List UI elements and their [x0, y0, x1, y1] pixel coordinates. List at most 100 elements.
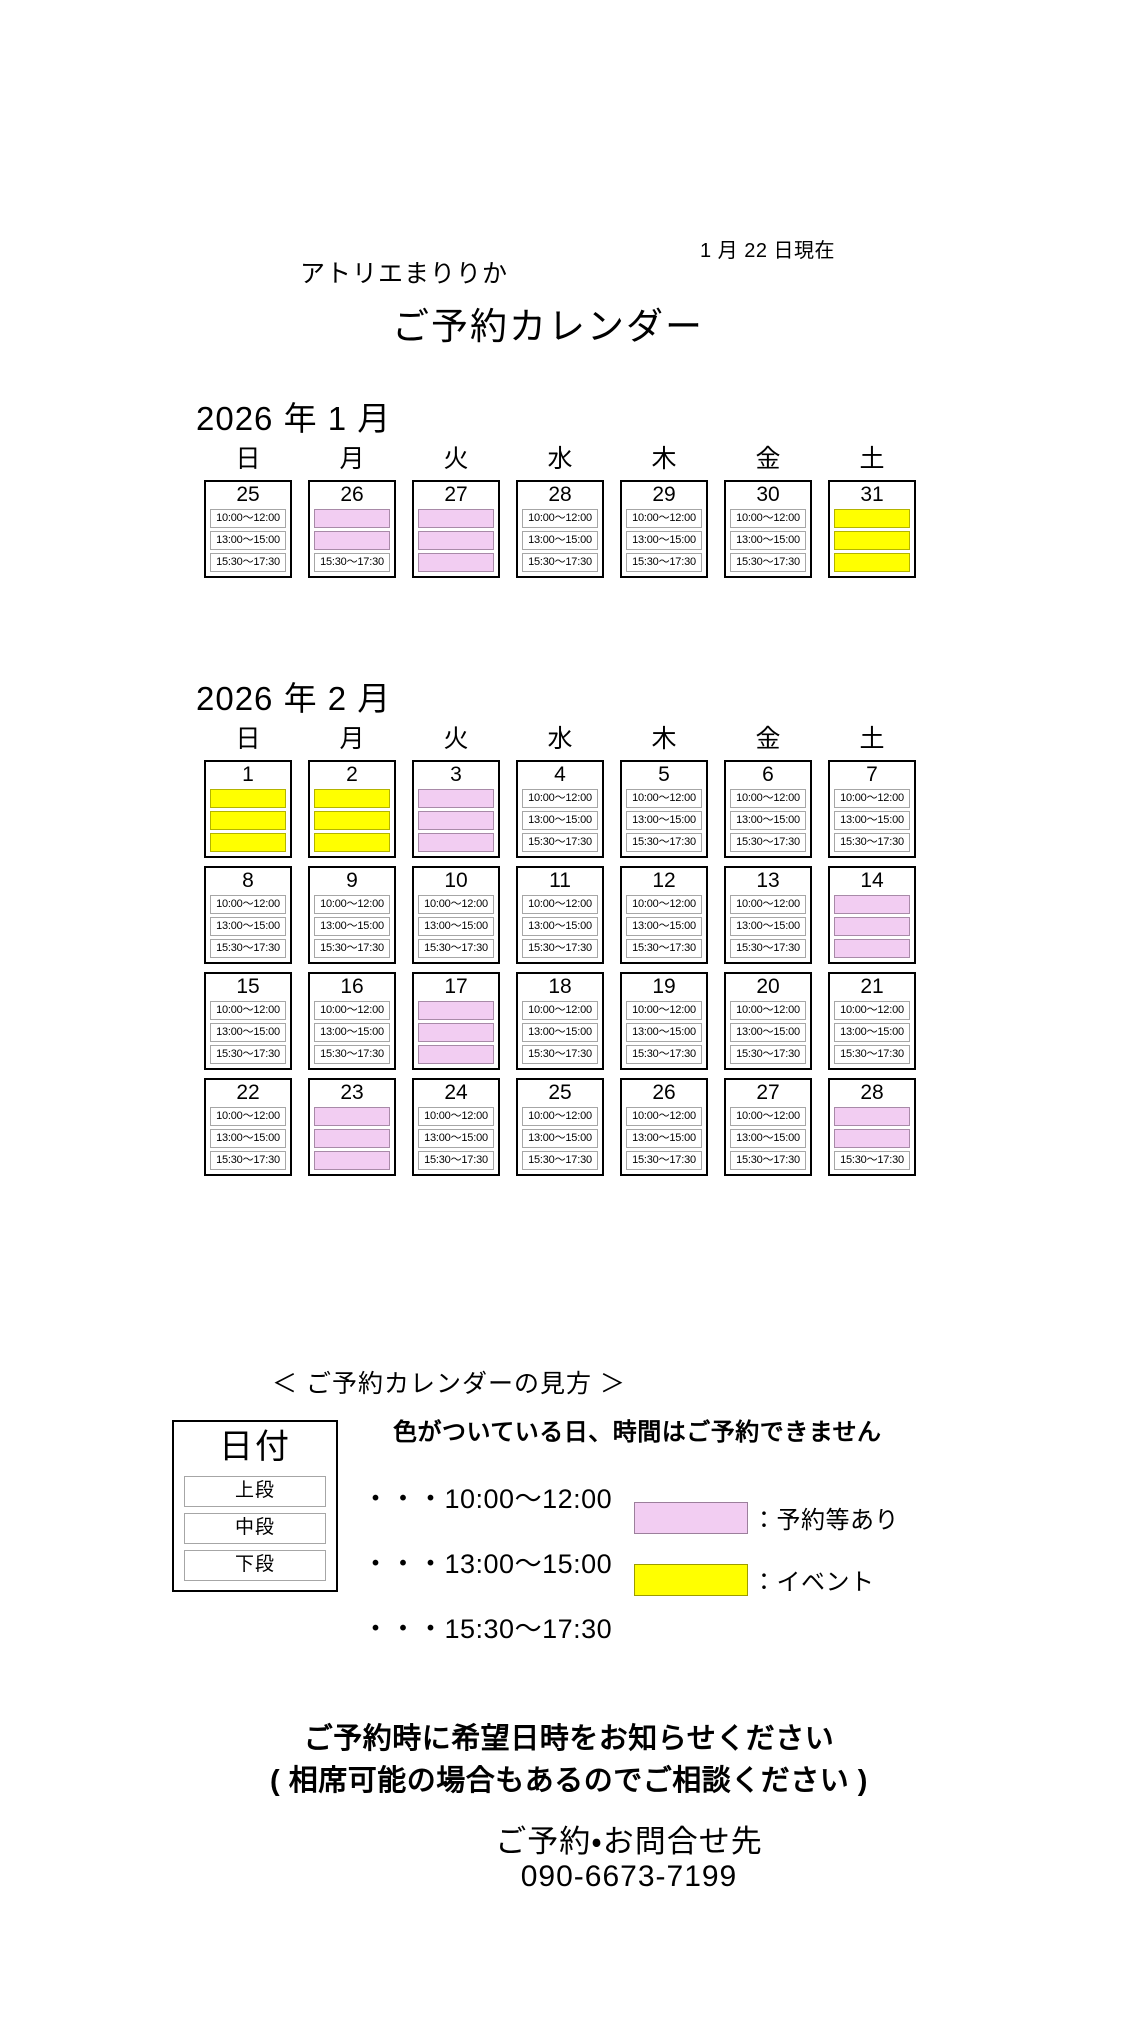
day-cell-22[interactable]: 22 10:00〜12:00 13:00〜15:00 15:30〜17:30: [204, 1078, 292, 1176]
time-slot-1-open[interactable]: 13:00〜15:00: [314, 917, 390, 936]
time-slot-2-open[interactable]: 15:30〜17:30: [522, 553, 598, 572]
time-slot-2-open[interactable]: 15:30〜17:30: [834, 833, 910, 852]
time-slot-2-open[interactable]: 15:30〜17:30: [522, 1151, 598, 1170]
day-cell-14[interactable]: 14 10:00〜12:00 13:00〜15:00 15:30〜17:30: [828, 866, 916, 964]
time-slot-1-open[interactable]: 13:00〜15:00: [626, 811, 702, 830]
time-slot-1-open[interactable]: 13:00〜15:00: [626, 1129, 702, 1148]
time-slot-1-booked[interactable]: 13:00〜15:00: [834, 917, 910, 936]
time-slot-0-open[interactable]: 10:00〜12:00: [626, 1107, 702, 1126]
day-cell-25[interactable]: 25 10:00〜12:00 13:00〜15:00 15:30〜17:30: [204, 480, 292, 578]
time-slot-1-open[interactable]: 13:00〜15:00: [522, 531, 598, 550]
time-slot-2-open[interactable]: 15:30〜17:30: [314, 939, 390, 958]
time-slot-1-open[interactable]: 13:00〜15:00: [626, 531, 702, 550]
time-slot-0-open[interactable]: 10:00〜12:00: [314, 1001, 390, 1020]
time-slot-0-booked[interactable]: 10:00〜12:00: [418, 789, 494, 808]
time-slot-2-event[interactable]: 15:30〜17:30: [314, 833, 390, 852]
time-slot-1-open[interactable]: 13:00〜15:00: [834, 1023, 910, 1042]
time-slot-2-open[interactable]: 15:30〜17:30: [626, 1151, 702, 1170]
time-slot-0-open[interactable]: 10:00〜12:00: [730, 895, 806, 914]
time-slot-0-open[interactable]: 10:00〜12:00: [626, 1001, 702, 1020]
time-slot-1-booked[interactable]: 13:00〜15:00: [418, 531, 494, 550]
day-cell-28[interactable]: 28 10:00〜12:00 13:00〜15:00 15:30〜17:30: [828, 1078, 916, 1176]
time-slot-1-open[interactable]: 13:00〜15:00: [210, 1023, 286, 1042]
time-slot-1-booked[interactable]: 13:00〜15:00: [418, 1023, 494, 1042]
time-slot-1-open[interactable]: 13:00〜15:00: [522, 1129, 598, 1148]
time-slot-2-open[interactable]: 15:30〜17:30: [314, 1045, 390, 1064]
time-slot-1-open[interactable]: 13:00〜15:00: [730, 917, 806, 936]
time-slot-0-open[interactable]: 10:00〜12:00: [730, 1001, 806, 1020]
time-slot-1-open[interactable]: 13:00〜15:00: [522, 917, 598, 936]
day-cell-1[interactable]: 1 10:00〜12:00 13:00〜15:00 15:30〜17:30: [204, 760, 292, 858]
day-cell-16[interactable]: 16 10:00〜12:00 13:00〜15:00 15:30〜17:30: [308, 972, 396, 1070]
time-slot-0-open[interactable]: 10:00〜12:00: [210, 1107, 286, 1126]
time-slot-1-open[interactable]: 13:00〜15:00: [314, 1023, 390, 1042]
day-cell-5[interactable]: 5 10:00〜12:00 13:00〜15:00 15:30〜17:30: [620, 760, 708, 858]
time-slot-2-open[interactable]: 15:30〜17:30: [522, 1045, 598, 1064]
time-slot-1-open[interactable]: 13:00〜15:00: [418, 917, 494, 936]
day-cell-30[interactable]: 30 10:00〜12:00 13:00〜15:00 15:30〜17:30: [724, 480, 812, 578]
time-slot-2-open[interactable]: 15:30〜17:30: [522, 939, 598, 958]
time-slot-0-open[interactable]: 10:00〜12:00: [522, 509, 598, 528]
time-slot-2-open[interactable]: 15:30〜17:30: [210, 939, 286, 958]
day-cell-9[interactable]: 9 10:00〜12:00 13:00〜15:00 15:30〜17:30: [308, 866, 396, 964]
time-slot-0-booked[interactable]: 10:00〜12:00: [834, 895, 910, 914]
time-slot-2-open[interactable]: 15:30〜17:30: [210, 1151, 286, 1170]
time-slot-2-open[interactable]: 15:30〜17:30: [730, 939, 806, 958]
time-slot-0-open[interactable]: 10:00〜12:00: [522, 1001, 598, 1020]
time-slot-2-booked[interactable]: 15:30〜17:30: [418, 553, 494, 572]
time-slot-0-open[interactable]: 10:00〜12:00: [834, 789, 910, 808]
time-slot-1-open[interactable]: 13:00〜15:00: [626, 917, 702, 936]
day-cell-19[interactable]: 19 10:00〜12:00 13:00〜15:00 15:30〜17:30: [620, 972, 708, 1070]
time-slot-0-open[interactable]: 10:00〜12:00: [418, 1107, 494, 1126]
time-slot-1-open[interactable]: 13:00〜15:00: [730, 531, 806, 550]
time-slot-0-open[interactable]: 10:00〜12:00: [210, 509, 286, 528]
time-slot-1-booked[interactable]: 13:00〜15:00: [834, 1129, 910, 1148]
time-slot-2-booked[interactable]: 15:30〜17:30: [418, 833, 494, 852]
time-slot-1-open[interactable]: 13:00〜15:00: [210, 531, 286, 550]
time-slot-1-booked[interactable]: 13:00〜15:00: [314, 531, 390, 550]
time-slot-2-open[interactable]: 15:30〜17:30: [418, 1151, 494, 1170]
day-cell-23[interactable]: 23 10:00〜12:00 13:00〜15:00 15:30〜17:30: [308, 1078, 396, 1176]
time-slot-0-event[interactable]: 10:00〜12:00: [314, 789, 390, 808]
time-slot-0-booked[interactable]: 10:00〜12:00: [418, 509, 494, 528]
day-cell-27[interactable]: 27 10:00〜12:00 13:00〜15:00 15:30〜17:30: [412, 480, 500, 578]
time-slot-1-open[interactable]: 13:00〜15:00: [418, 1129, 494, 1148]
day-cell-27[interactable]: 27 10:00〜12:00 13:00〜15:00 15:30〜17:30: [724, 1078, 812, 1176]
time-slot-2-booked[interactable]: 15:30〜17:30: [834, 939, 910, 958]
time-slot-2-event[interactable]: 15:30〜17:30: [834, 553, 910, 572]
time-slot-0-open[interactable]: 10:00〜12:00: [522, 895, 598, 914]
day-cell-25[interactable]: 25 10:00〜12:00 13:00〜15:00 15:30〜17:30: [516, 1078, 604, 1176]
day-cell-29[interactable]: 29 10:00〜12:00 13:00〜15:00 15:30〜17:30: [620, 480, 708, 578]
time-slot-1-open[interactable]: 13:00〜15:00: [730, 811, 806, 830]
time-slot-1-open[interactable]: 13:00〜15:00: [834, 811, 910, 830]
day-cell-3[interactable]: 3 10:00〜12:00 13:00〜15:00 15:30〜17:30: [412, 760, 500, 858]
day-cell-15[interactable]: 15 10:00〜12:00 13:00〜15:00 15:30〜17:30: [204, 972, 292, 1070]
time-slot-2-open[interactable]: 15:30〜17:30: [210, 1045, 286, 1064]
day-cell-26[interactable]: 26 10:00〜12:00 13:00〜15:00 15:30〜17:30: [308, 480, 396, 578]
day-cell-28[interactable]: 28 10:00〜12:00 13:00〜15:00 15:30〜17:30: [516, 480, 604, 578]
time-slot-2-open[interactable]: 15:30〜17:30: [730, 833, 806, 852]
time-slot-2-open[interactable]: 15:30〜17:30: [626, 1045, 702, 1064]
time-slot-0-booked[interactable]: 10:00〜12:00: [418, 1001, 494, 1020]
time-slot-2-open[interactable]: 15:30〜17:30: [418, 939, 494, 958]
time-slot-0-open[interactable]: 10:00〜12:00: [522, 1107, 598, 1126]
time-slot-2-booked[interactable]: 15:30〜17:30: [314, 1151, 390, 1170]
time-slot-1-open[interactable]: 13:00〜15:00: [730, 1023, 806, 1042]
day-cell-7[interactable]: 7 10:00〜12:00 13:00〜15:00 15:30〜17:30: [828, 760, 916, 858]
time-slot-0-open[interactable]: 10:00〜12:00: [418, 895, 494, 914]
time-slot-0-open[interactable]: 10:00〜12:00: [626, 509, 702, 528]
time-slot-1-open[interactable]: 13:00〜15:00: [522, 1023, 598, 1042]
time-slot-0-open[interactable]: 10:00〜12:00: [314, 895, 390, 914]
time-slot-0-booked[interactable]: 10:00〜12:00: [314, 509, 390, 528]
day-cell-10[interactable]: 10 10:00〜12:00 13:00〜15:00 15:30〜17:30: [412, 866, 500, 964]
time-slot-2-open[interactable]: 15:30〜17:30: [730, 1151, 806, 1170]
time-slot-2-event[interactable]: 15:30〜17:30: [210, 833, 286, 852]
time-slot-2-open[interactable]: 15:30〜17:30: [834, 1045, 910, 1064]
time-slot-0-open[interactable]: 10:00〜12:00: [730, 1107, 806, 1126]
time-slot-0-open[interactable]: 10:00〜12:00: [834, 1001, 910, 1020]
day-cell-2[interactable]: 2 10:00〜12:00 13:00〜15:00 15:30〜17:30: [308, 760, 396, 858]
day-cell-17[interactable]: 17 10:00〜12:00 13:00〜15:00 15:30〜17:30: [412, 972, 500, 1070]
time-slot-2-open[interactable]: 15:30〜17:30: [522, 833, 598, 852]
day-cell-13[interactable]: 13 10:00〜12:00 13:00〜15:00 15:30〜17:30: [724, 866, 812, 964]
day-cell-12[interactable]: 12 10:00〜12:00 13:00〜15:00 15:30〜17:30: [620, 866, 708, 964]
